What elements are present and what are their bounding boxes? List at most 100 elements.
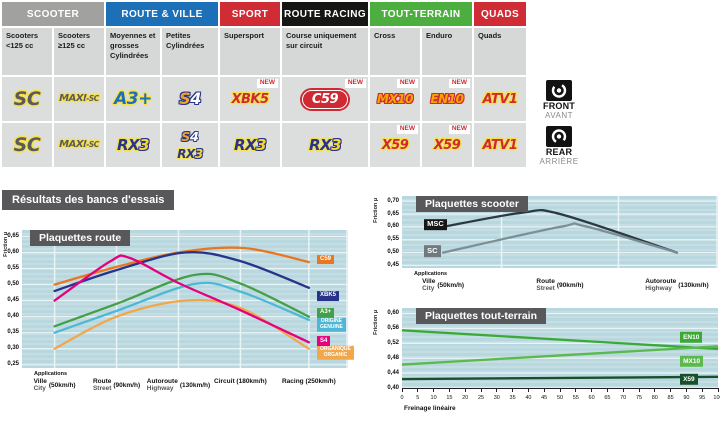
x-tick-mark	[670, 388, 672, 392]
x-tick-mark	[496, 388, 498, 392]
x-category-line2: Street	[536, 285, 555, 293]
logo-maxi-main: MAXI	[59, 93, 87, 104]
series-label-line: X59	[683, 375, 695, 383]
x-tick-label: 95	[699, 395, 706, 401]
logo-s4-s: S	[181, 128, 191, 144]
x-tick-label: 25	[477, 395, 485, 401]
x-tick-mark	[448, 388, 450, 392]
x-category-line1: Autoroute	[645, 278, 677, 285]
logo-maxi-sub: -SC	[86, 140, 99, 149]
logo-atv1: ATV1	[482, 137, 518, 153]
y-tick-label: 0,60	[387, 310, 399, 317]
logo-s4-4: 4	[190, 128, 199, 144]
series-label-line: SC	[427, 245, 438, 255]
chart-plaquettes-scooter: Friction µ 0,70 0,65 0,60 0,55 0,50 0,45 Plaque…	[372, 192, 718, 308]
subheader-cell: Quads	[474, 28, 526, 75]
y-tick-label: 0,50	[7, 281, 19, 288]
x-tick-mark	[606, 388, 608, 392]
series-line-sc	[441, 222, 679, 254]
series-label-mx10: MX10	[680, 355, 704, 367]
x-category-names: Autoroute Highway	[645, 278, 676, 292]
logo-rx3: RX3	[117, 137, 150, 153]
series-label-x59: X59	[680, 373, 698, 385]
x-tick-mark	[543, 388, 545, 392]
x-tick-mark	[464, 388, 466, 392]
x-category-line2: Highway	[146, 385, 174, 393]
x-tick-label: 20	[462, 395, 469, 401]
y-tick-label: 0,45	[7, 297, 19, 304]
axle-labels: FRONT AVANT REAR ARRIÈRE	[533, 80, 585, 172]
x-tick-label: 85	[667, 395, 674, 401]
plot-area: Plaquettes route C59 XBK5 A3+ ORIGINE GENUINE…	[22, 230, 354, 368]
group-header-5: TOUT-TERRAIN	[370, 2, 472, 26]
y-tick-label: 0,55	[387, 236, 399, 243]
x-axis-title: Freinage linéaire	[404, 405, 456, 412]
product-cell: NEW X59	[422, 123, 472, 167]
x-category-label: Route Street (90km/h)	[93, 378, 140, 392]
logo-atv1: ATV1	[482, 91, 518, 107]
logo-maxi-sub: -SC	[86, 94, 99, 103]
group-header-1: SCOOTER	[2, 2, 104, 26]
product-cell: MAXI-SC	[54, 77, 104, 121]
product-cell: S4 RX3	[162, 123, 218, 167]
product-cell: MAXI-SC	[54, 123, 104, 167]
product-row-front: SC MAXI-SC A3+ S4 NEW XBK5 NEW C59 NEW MX10 NEW EN1…	[2, 77, 526, 121]
x-tick-label: 10	[430, 395, 437, 401]
x-tick-label: 75	[635, 395, 643, 401]
x-tick-mark	[701, 388, 703, 392]
logo-sc: SC	[13, 87, 41, 110]
x-category-names: Route Street	[93, 378, 111, 392]
x-axis-area: 0 5 10 15 20 25 30 35 40 45 50 55 60 65 70 75 80 85 90 95 10…	[400, 388, 720, 424]
series-label-line: MX10	[683, 357, 701, 365]
x-category-label: Autoroute Highway (130km/h)	[645, 278, 708, 292]
y-tick-label: 0,44	[387, 369, 399, 376]
series-line-s4	[53, 254, 311, 344]
x-tick-label: 30	[493, 395, 500, 401]
logo-rx3-3: 3	[256, 136, 267, 154]
logo-maxi-sc: MAXI-SC	[59, 94, 99, 104]
logo-s4: S4	[181, 128, 199, 144]
x-tick-label: 15	[446, 395, 453, 401]
new-badge: NEW	[396, 79, 418, 88]
y-tick-label: 0,60	[7, 248, 19, 255]
chart-plaquettes-tout-terrain: Friction µ 0,60 0,56 0,52 0,48 0,44 0,40 Plaque…	[372, 300, 720, 428]
x-category-speed: (130km/h)	[678, 281, 709, 289]
series-label-a3-: A3+	[317, 307, 335, 318]
subheader-cell: Petites Cylindrées	[162, 28, 218, 75]
group-header-6: QUADS	[474, 2, 526, 26]
x-tick-mark	[717, 388, 719, 392]
x-tick-mark	[559, 388, 561, 392]
logo-mx10: MX10	[377, 92, 413, 106]
x-category-label: Racing (250km/h)	[282, 378, 336, 385]
logo-maxi-main: MAXI	[59, 139, 87, 150]
new-badge: NEW	[344, 79, 366, 88]
results-banner: Résultats des bancs d'essais	[2, 190, 175, 210]
y-tick-label: 0,55	[7, 265, 19, 271]
x-tick-label: 80	[651, 395, 658, 401]
y-tick-label: 0,48	[387, 354, 399, 361]
x-tick-mark	[685, 388, 687, 392]
x-tick-label: 90	[683, 395, 690, 401]
logo-c59: C59	[301, 89, 349, 109]
new-badge: NEW	[396, 125, 418, 134]
x-category-line1: Route	[92, 378, 112, 385]
series-label-msc: MSC	[424, 218, 447, 231]
series-label-line: EN10	[683, 333, 700, 341]
group-header-2: ROUTE & VILLE	[106, 2, 218, 26]
subheader-cell: Moyennes et grosses Cylindrées	[106, 28, 160, 75]
x-tick-label: 55	[572, 395, 579, 401]
series-label-line: ORIGINE	[320, 317, 342, 324]
table-group-header-row: SCOOTER ROUTE & VILLE SPORT ROUTE RACING TOU…	[2, 2, 526, 26]
chart-canvas	[402, 196, 718, 268]
x-tick-mark	[401, 388, 403, 392]
product-cell: S4	[162, 77, 218, 121]
subheader-cell: Supersport	[220, 28, 280, 75]
subheader-cell: Cross	[370, 28, 420, 75]
plot-area: Plaquettes tout-terrain EN10 MX10 X59	[402, 308, 718, 389]
series-label-line: MSC	[427, 219, 444, 229]
logo-x59: X59	[433, 137, 461, 153]
chart-title: Plaquettes tout-terrain	[416, 308, 547, 324]
x-tick-mark	[527, 388, 529, 392]
series-label-sc: SC	[424, 245, 441, 258]
x-tick-mark	[622, 388, 624, 392]
